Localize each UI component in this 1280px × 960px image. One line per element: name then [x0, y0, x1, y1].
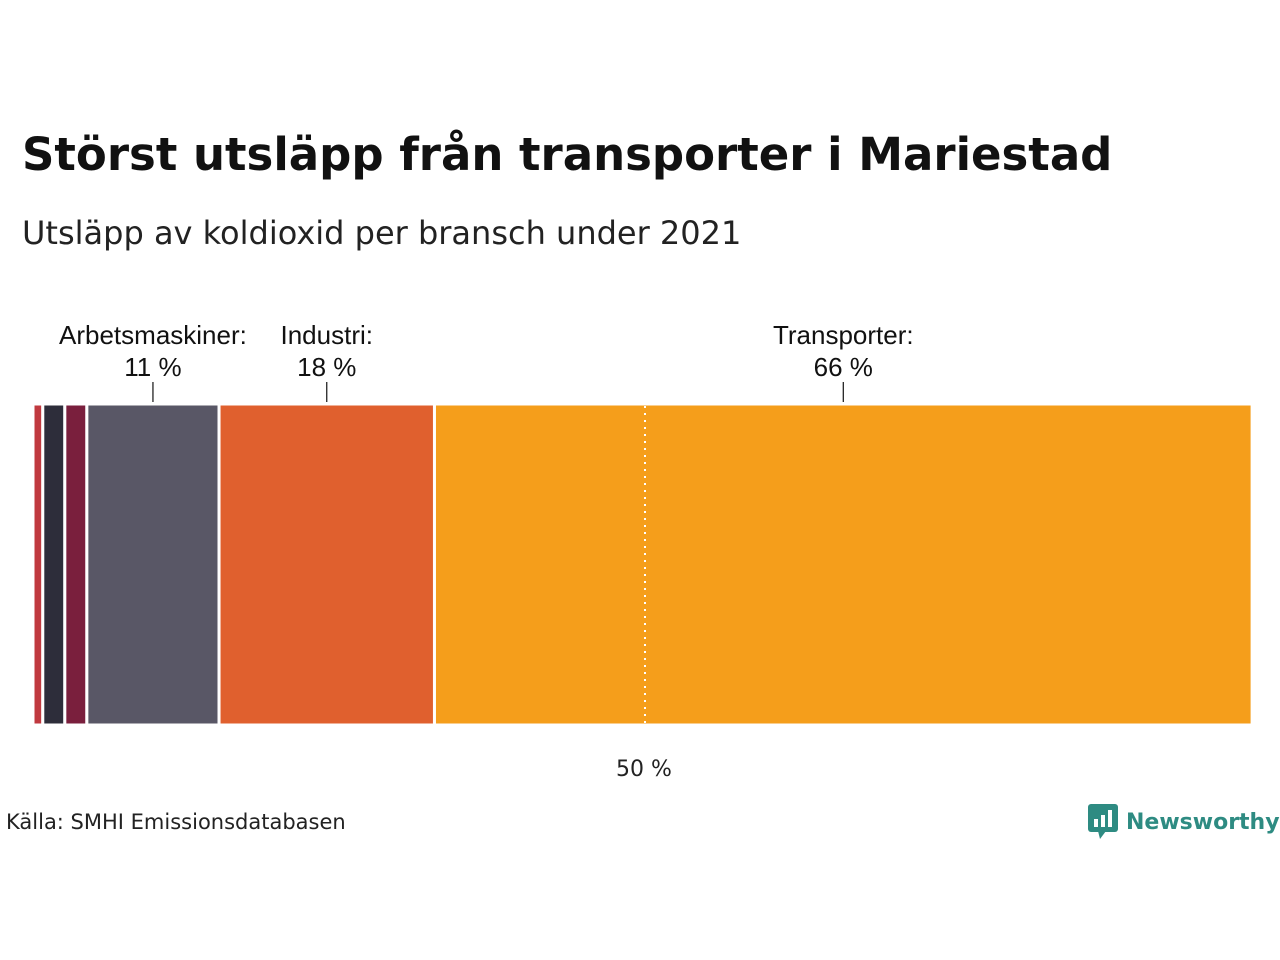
brand-name: Newsworthy: [1126, 809, 1280, 835]
label-name-industri: Industri:: [281, 320, 374, 350]
brand-logo: Newsworthy: [1088, 804, 1280, 840]
label-value-transporter: 66 %: [814, 352, 873, 382]
label-name-transporter: Transporter:: [773, 320, 914, 350]
chart-subtitle: Utsläpp av koldioxid per bransch under 2…: [22, 214, 742, 252]
label-value-industri: 18 %: [297, 352, 356, 382]
bar-segment-transporter: [432, 402, 1254, 727]
chart-title: Störst utsläpp från transporter i Maries…: [22, 128, 1113, 181]
reference-line-label: 50 %: [616, 757, 672, 782]
segment-labels: Arbetsmaskiner:11 % Industri:18 % Transpor…: [59, 320, 914, 402]
bar-segment-arbetsmaskiner: [85, 402, 221, 727]
reference-line-group: 50 %: [616, 406, 672, 782]
bar-segment-2: [41, 402, 67, 727]
label-name-arbetsmaskiner: Arbetsmaskiner:: [59, 320, 247, 350]
source-note: Källa: SMHI Emissionsdatabasen: [6, 810, 346, 834]
stacked-bar-chart: 50 % Arbetsmaskiner:11 % Industri:18 % Tra…: [31, 320, 1254, 782]
bar-segment-industri: [217, 402, 436, 727]
newsworthy-logo-icon: [1088, 804, 1118, 839]
bar-segment-3: [63, 402, 89, 727]
bar-segments: [31, 402, 1254, 727]
label-value-arbetsmaskiner: 11 %: [124, 352, 181, 382]
